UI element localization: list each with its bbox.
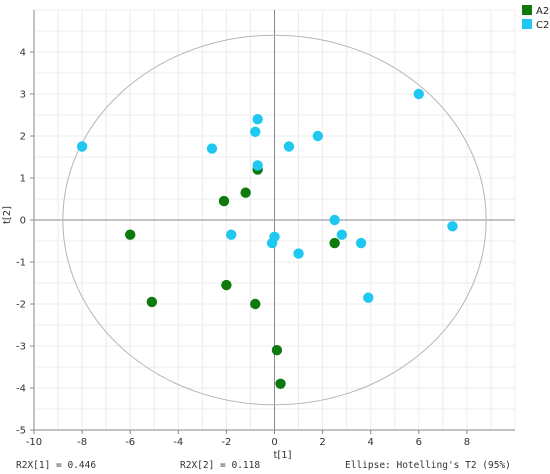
data-point-c2 — [447, 221, 458, 232]
data-point-a2 — [250, 298, 261, 310]
y-tick-label: -2 — [16, 300, 26, 311]
data-point-c2 — [266, 237, 278, 249]
x-tick-label: -8 — [77, 437, 87, 448]
x-tick-label: -2 — [221, 437, 231, 448]
y-tick-label: 3 — [20, 90, 26, 101]
data-point-c2 — [355, 237, 367, 249]
x-tick-label: 8 — [464, 437, 470, 448]
x-tick-label: 2 — [319, 437, 325, 448]
legend-swatch-c2 — [522, 19, 532, 29]
data-point-c2 — [250, 126, 261, 137]
data-point-a2 — [275, 378, 286, 389]
x-tick-label: 6 — [416, 437, 422, 448]
hotelling-ellipse-layer — [62, 34, 487, 406]
data-point-a2 — [125, 229, 136, 240]
x-tick-label: -4 — [173, 437, 183, 448]
data-point-c2 — [413, 88, 424, 100]
y-tick-label: -1 — [16, 258, 26, 269]
data-point-c2 — [283, 141, 295, 152]
ellipse-caption: Ellipse: Hotelling's T2 (95%) — [345, 460, 511, 471]
data-point-a2 — [271, 345, 283, 356]
data-point-c2 — [336, 229, 348, 240]
data-points — [76, 88, 458, 389]
legend-label-c2: C2 — [536, 20, 549, 31]
y-tick-label: 0 — [20, 216, 26, 227]
r2x1-label: R2X[1] = 0.446 — [16, 460, 97, 471]
data-point-a2 — [329, 237, 340, 249]
axes — [30, 10, 515, 434]
x-tick-label: 0 — [271, 437, 277, 448]
y-tick-label: 2 — [20, 132, 26, 143]
y-tick-label: -4 — [16, 384, 26, 395]
x-tick-label: -6 — [125, 437, 135, 448]
r2x2-label: R2X[2] = 0.118 — [180, 460, 261, 471]
data-point-c2 — [252, 114, 263, 125]
y-tick-label: 4 — [20, 48, 26, 59]
legend-label-a2: A2 — [536, 6, 549, 17]
data-point-c2 — [206, 143, 218, 154]
y-tick-label: -5 — [16, 426, 26, 437]
data-point-c2 — [312, 130, 323, 142]
data-point-c2 — [293, 248, 304, 259]
data-point-a2 — [221, 279, 232, 291]
x-tick-label: 4 — [368, 437, 374, 448]
y-tick-label: 1 — [20, 174, 26, 185]
y-tick-label: -3 — [16, 342, 26, 353]
x-axis-title: t[1] — [273, 450, 291, 461]
data-point-a2 — [146, 296, 158, 308]
y-axis-title: t[2] — [2, 206, 13, 224]
data-point-a2 — [240, 187, 251, 198]
data-point-c2 — [252, 160, 263, 171]
data-point-c2 — [363, 292, 374, 303]
legend-swatch-a2 — [522, 5, 532, 15]
x-tick-label: -10 — [26, 437, 42, 448]
data-point-a2 — [218, 195, 230, 207]
data-point-c2 — [76, 141, 88, 152]
data-point-c2 — [329, 214, 340, 226]
hotelling-ellipse — [62, 34, 487, 406]
data-point-c2 — [226, 229, 237, 240]
